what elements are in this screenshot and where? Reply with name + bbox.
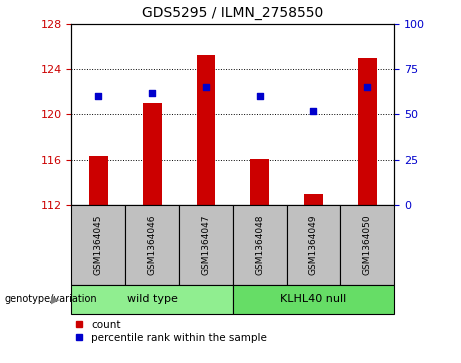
- Bar: [233, 285, 394, 314]
- Text: GSM1364046: GSM1364046: [148, 215, 157, 275]
- Point: [202, 84, 210, 90]
- Point: [310, 108, 317, 114]
- Text: GSM1364045: GSM1364045: [94, 215, 103, 275]
- Bar: [71, 205, 125, 285]
- Point: [256, 93, 263, 99]
- Text: GSM1364050: GSM1364050: [363, 215, 372, 276]
- Point: [148, 90, 156, 95]
- Legend: count, percentile rank within the sample: count, percentile rank within the sample: [71, 316, 271, 347]
- Text: GSM1364047: GSM1364047: [201, 215, 210, 275]
- Bar: [179, 205, 233, 285]
- Bar: [304, 194, 323, 205]
- Bar: [196, 55, 215, 205]
- Text: GSM1364048: GSM1364048: [255, 215, 264, 275]
- Bar: [287, 205, 340, 285]
- Text: genotype/variation: genotype/variation: [5, 294, 97, 305]
- Bar: [71, 285, 233, 314]
- Bar: [125, 205, 179, 285]
- Title: GDS5295 / ILMN_2758550: GDS5295 / ILMN_2758550: [142, 6, 324, 20]
- Bar: [358, 58, 377, 205]
- Bar: [143, 103, 161, 205]
- Bar: [250, 159, 269, 205]
- Point: [95, 93, 102, 99]
- Text: GSM1364049: GSM1364049: [309, 215, 318, 275]
- Bar: [340, 205, 394, 285]
- Text: KLHL40 null: KLHL40 null: [280, 294, 347, 305]
- Bar: [89, 156, 108, 205]
- Bar: [233, 205, 287, 285]
- Text: ▶: ▶: [52, 294, 60, 305]
- Point: [364, 84, 371, 90]
- Text: wild type: wild type: [127, 294, 177, 305]
